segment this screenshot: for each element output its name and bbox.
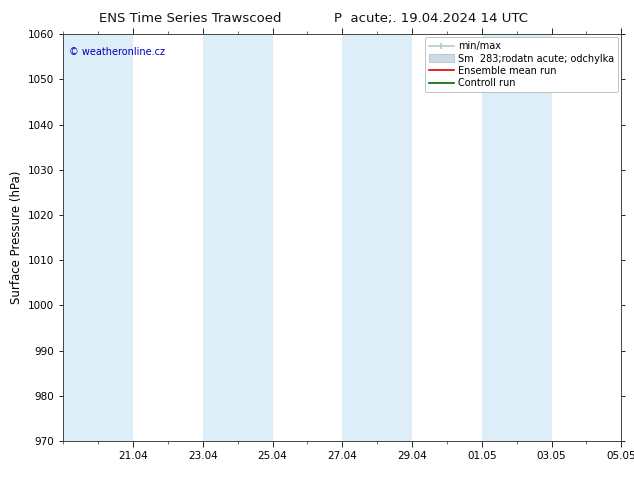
Y-axis label: Surface Pressure (hPa): Surface Pressure (hPa): [10, 171, 23, 304]
Text: © weatheronline.cz: © weatheronline.cz: [69, 47, 165, 56]
Text: ENS Time Series Trawscoed: ENS Time Series Trawscoed: [99, 12, 281, 25]
Bar: [63, 34, 133, 441]
Bar: [342, 34, 412, 441]
Legend: min/max, Sm  283;rodatn acute; odchylka, Ensemble mean run, Controll run: min/max, Sm 283;rodatn acute; odchylka, …: [425, 37, 618, 92]
Bar: [482, 34, 552, 441]
Text: P  acute;. 19.04.2024 14 UTC: P acute;. 19.04.2024 14 UTC: [334, 12, 528, 25]
Bar: [621, 34, 634, 441]
Bar: [203, 34, 273, 441]
